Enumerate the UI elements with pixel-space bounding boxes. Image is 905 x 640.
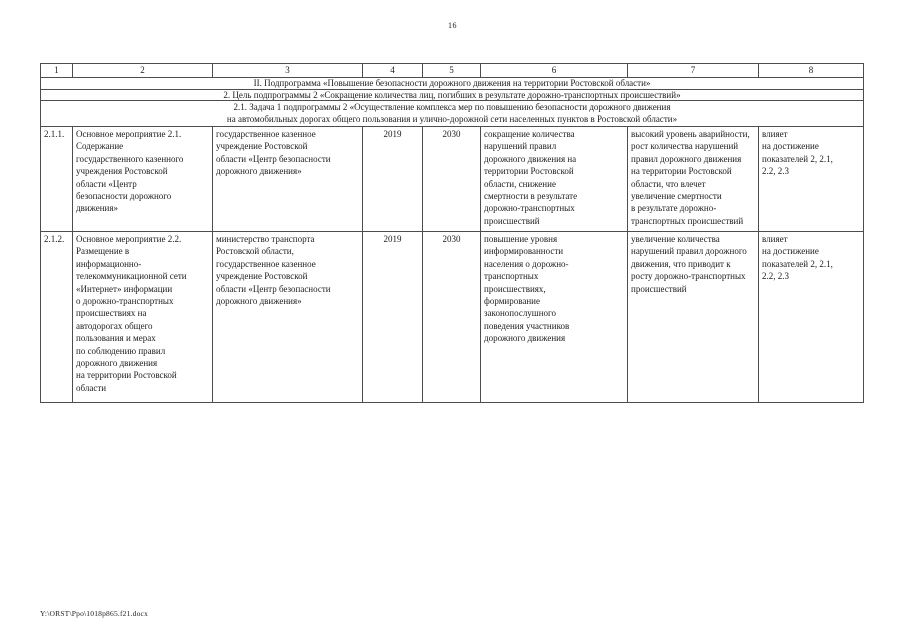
cell-end-year: 2030 [422, 126, 481, 232]
cell-indicator-link: влияет на достижение показателей 2, 2.1,… [758, 126, 864, 232]
cell-expected-result: повышение уровня информированности насел… [480, 231, 628, 403]
cell-indicator-link: влияет на достижение показателей 2, 2.1,… [758, 231, 864, 403]
table-row: 2.1.1. Основное мероприятие 2.1. Содержа… [40, 126, 864, 232]
column-number: 6 [480, 63, 628, 78]
column-number: 8 [758, 63, 864, 78]
task-header-row: 2.1. Задача 1 подпрограммы 2 «Осуществле… [40, 100, 864, 127]
cell-consequence: увеличение количества нарушений правил д… [627, 231, 759, 403]
column-number: 5 [422, 63, 481, 78]
document-file-path: Y:\ORST\Ppo\1018p865.f21.docx [40, 609, 149, 618]
column-number: 2 [72, 63, 213, 78]
cell-measure-name: Основное мероприятие 2.1. Содержание гос… [72, 126, 213, 232]
cell-executor: министерство транспорта Ростовской облас… [212, 231, 363, 403]
column-number: 3 [212, 63, 363, 78]
cell-consequence: высокий уровень аварийности, рост количе… [627, 126, 759, 232]
column-numbers-row: 1 2 3 4 5 6 7 8 [40, 63, 864, 78]
program-measures-table: 1 2 3 4 5 6 7 8 II. Подпрограмма «Повыше… [40, 63, 864, 403]
goal-header-row: 2. Цель подпрограммы 2 «Сокращение колич… [40, 88, 864, 101]
cell-row-number: 2.1.1. [40, 126, 73, 232]
task-title: 2.1. Задача 1 подпрограммы 2 «Осуществле… [40, 100, 864, 127]
page-number: 16 [448, 21, 457, 30]
goal-title: 2. Цель подпрограммы 2 «Сокращение колич… [40, 88, 864, 101]
column-number: 4 [362, 63, 423, 78]
cell-start-year: 2019 [362, 126, 423, 232]
cell-row-number: 2.1.2. [40, 231, 73, 403]
subprogram-title: II. Подпрограмма «Повышение безопасности… [40, 77, 864, 90]
table-row: 2.1.2. Основное мероприятие 2.2. Размеще… [40, 231, 864, 403]
column-number: 1 [40, 63, 73, 78]
column-number: 7 [627, 63, 759, 78]
cell-end-year: 2030 [422, 231, 481, 403]
cell-measure-name: Основное мероприятие 2.2. Размещение в и… [72, 231, 213, 403]
subprogram-header-row: II. Подпрограмма «Повышение безопасности… [40, 77, 864, 90]
cell-start-year: 2019 [362, 231, 423, 403]
cell-expected-result: сокращение количества нарушений правил д… [480, 126, 628, 232]
cell-executor: государственное казенное учреждение Рост… [212, 126, 363, 232]
